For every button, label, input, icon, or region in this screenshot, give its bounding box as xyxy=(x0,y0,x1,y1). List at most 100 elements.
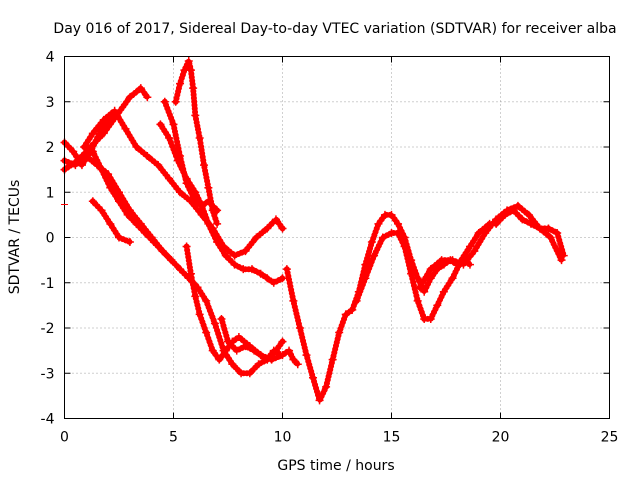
data-point xyxy=(500,210,509,219)
data-point xyxy=(241,342,250,351)
data-point xyxy=(184,57,193,66)
data-point xyxy=(315,396,324,405)
data-point xyxy=(370,251,379,260)
data-point xyxy=(295,324,304,332)
data-point xyxy=(420,287,429,296)
data-point xyxy=(470,247,479,256)
data-point xyxy=(415,283,424,292)
data-point xyxy=(394,219,403,228)
data-point xyxy=(302,351,311,360)
data-point xyxy=(165,133,174,142)
data-point xyxy=(230,260,239,269)
data-point xyxy=(448,274,457,283)
data-point xyxy=(186,66,195,75)
data-point xyxy=(99,115,108,124)
data-point xyxy=(437,256,446,265)
data-point xyxy=(413,296,422,305)
data-point xyxy=(278,274,287,283)
data-point xyxy=(263,274,272,283)
data-point xyxy=(115,233,123,242)
data-point xyxy=(546,233,555,242)
data-point xyxy=(544,224,553,233)
data-point xyxy=(213,219,222,228)
data-point xyxy=(361,274,370,283)
data-point xyxy=(202,328,211,337)
data-point xyxy=(156,120,165,129)
data-point xyxy=(263,224,272,233)
data-point xyxy=(289,296,298,305)
data-point xyxy=(328,355,337,364)
y-tick-label: 2 xyxy=(46,140,55,156)
data-point xyxy=(171,97,180,106)
data-point xyxy=(271,215,280,224)
data-point xyxy=(439,287,448,296)
data-point xyxy=(234,333,243,342)
data-point xyxy=(367,238,376,247)
x-tick-label: 15 xyxy=(383,430,401,446)
x-tick-label: 0 xyxy=(60,430,69,446)
y-tick-label: -4 xyxy=(41,412,55,428)
data-point xyxy=(426,314,435,323)
data-point xyxy=(269,278,278,287)
data-point xyxy=(348,305,357,314)
data-point xyxy=(278,337,287,346)
data-point xyxy=(535,224,544,233)
data-point xyxy=(433,301,442,310)
data-point xyxy=(191,197,200,206)
data-point xyxy=(121,124,130,133)
data-point xyxy=(197,201,206,210)
data-point xyxy=(204,183,213,192)
data-point xyxy=(208,206,217,215)
data-point xyxy=(97,206,106,215)
data-point xyxy=(239,265,248,274)
data-point xyxy=(527,219,536,228)
data-point xyxy=(82,152,91,161)
data-point xyxy=(492,219,501,228)
data-point xyxy=(387,210,396,219)
data-point xyxy=(269,346,278,355)
y-tick-label: 1 xyxy=(46,185,55,201)
data-point xyxy=(559,251,568,260)
data-point xyxy=(557,256,566,265)
x-tick-label: 10 xyxy=(274,430,292,446)
data-point xyxy=(322,382,331,391)
data-point xyxy=(202,296,211,305)
data-point xyxy=(106,219,115,228)
y-tick-label: -1 xyxy=(41,276,55,292)
data-point xyxy=(276,351,285,360)
data-point xyxy=(309,373,318,382)
data-point xyxy=(167,256,176,265)
data-point xyxy=(282,265,291,274)
data-point xyxy=(176,265,185,274)
data-point xyxy=(195,310,204,319)
data-point xyxy=(513,201,522,210)
data-point xyxy=(374,219,383,228)
data-point xyxy=(143,93,152,102)
data-point xyxy=(459,260,468,269)
x-tick-label: 5 xyxy=(169,430,178,446)
grid-layer xyxy=(64,56,610,419)
data-point xyxy=(241,247,250,256)
data-point xyxy=(285,346,294,355)
series-line-arc-14 xyxy=(417,203,564,290)
series-markers-arc-14 xyxy=(416,202,565,291)
data-point xyxy=(176,79,185,88)
data-point xyxy=(215,355,224,364)
data-point xyxy=(221,346,230,355)
series-line-arc-13 xyxy=(354,221,492,322)
data-point xyxy=(465,242,474,251)
series-markers-arc-13 xyxy=(353,220,493,322)
data-point xyxy=(169,120,178,129)
data-point xyxy=(481,228,490,237)
data-point xyxy=(88,197,97,206)
data-point xyxy=(189,84,198,93)
y-tick-label: 4 xyxy=(46,50,55,66)
data-point xyxy=(132,219,141,228)
data-point xyxy=(394,228,403,237)
data-point xyxy=(254,360,263,369)
data-point xyxy=(69,147,78,156)
data-point xyxy=(176,188,185,197)
data-point xyxy=(208,346,217,355)
data-point xyxy=(228,360,237,369)
series-markers-arc-11 xyxy=(218,315,284,363)
